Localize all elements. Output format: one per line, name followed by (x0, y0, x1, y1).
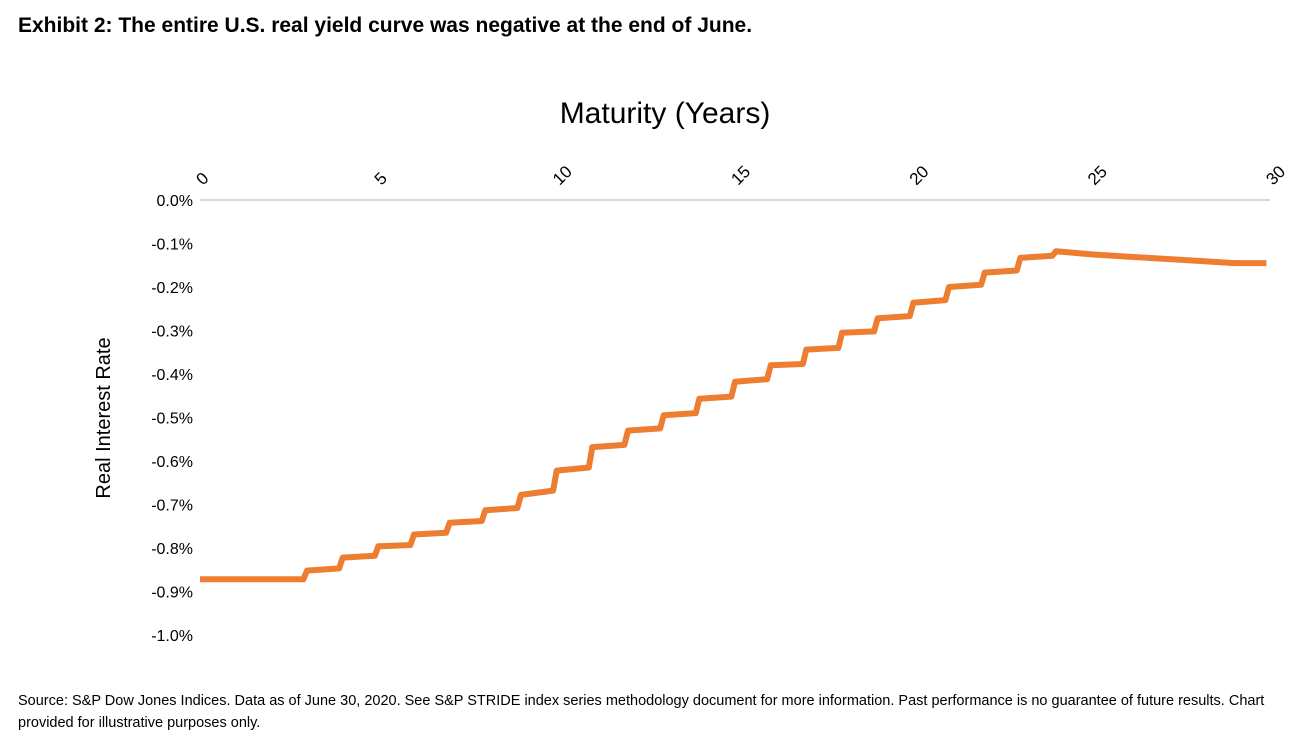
y-tick-label: -0.4% (151, 367, 193, 384)
y-tick-label: -0.8% (151, 541, 193, 558)
y-tick-label: 0.0% (157, 193, 193, 210)
y-tick-label: -0.3% (151, 324, 193, 341)
x-axis-title: Maturity (Years) (560, 97, 771, 130)
y-axis-title: Real Interest Rate (93, 337, 115, 498)
x-tick-label: 15 (727, 162, 754, 189)
source-note: Source: S&P Dow Jones Indices. Data as o… (18, 693, 1265, 731)
y-tick-label: -0.6% (151, 454, 193, 471)
x-tick-label: 30 (1262, 162, 1289, 189)
y-tick-label: -0.5% (151, 411, 193, 428)
y-tick-label: -0.7% (151, 498, 193, 515)
x-tick-label: 5 (371, 169, 391, 189)
x-tick-label: 25 (1084, 162, 1111, 189)
series-line (200, 248, 1267, 583)
y-tick-label: -0.1% (151, 237, 193, 254)
x-tick-label: 10 (549, 162, 576, 189)
x-tick-label: 0 (192, 169, 212, 189)
yield-curve-chart: Maturity (Years) Real Interest Rate 0 5 10… (93, 97, 1289, 645)
x-tick-label: 20 (906, 162, 933, 189)
chart-title: Exhibit 2: The entire U.S. real yield cu… (18, 14, 753, 37)
y-tick-label: -0.9% (151, 585, 193, 602)
y-tick-label: -1.0% (151, 628, 193, 645)
y-tick-label: -0.2% (151, 280, 193, 297)
